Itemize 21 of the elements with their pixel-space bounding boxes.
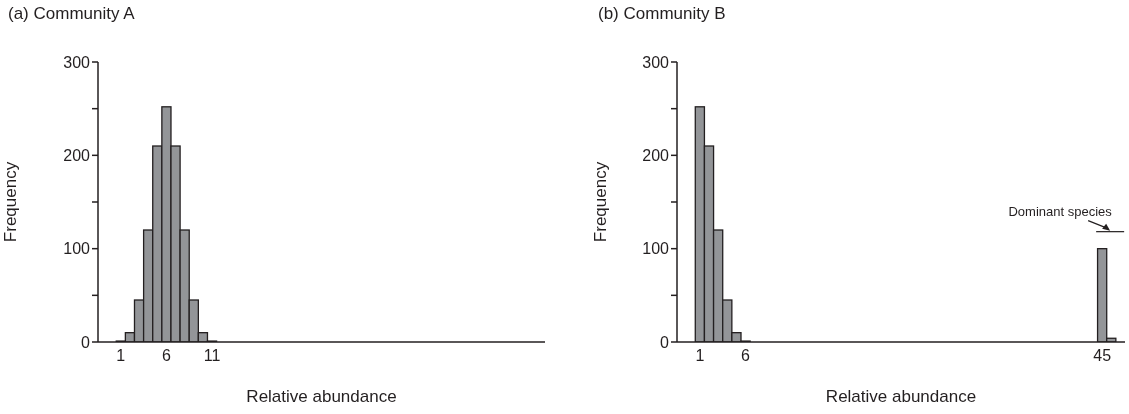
- y-tick-label: 300: [642, 53, 670, 71]
- y-tick-label: 0: [81, 333, 91, 351]
- x-axis-title: Relative abundance: [246, 387, 397, 406]
- y-tick-label: 200: [642, 147, 670, 165]
- chart-title: (b) Community B: [598, 4, 726, 24]
- x-tick-label: 45: [1093, 347, 1112, 365]
- x-tick-label: 1: [695, 347, 705, 365]
- y-tick-label: 100: [642, 240, 670, 258]
- chart-title: (a) Community A: [8, 4, 135, 24]
- annotation: Dominant species: [1008, 203, 1113, 219]
- y-tick-label: 100: [63, 240, 91, 258]
- y-axis-title: Frequency: [1, 161, 21, 243]
- x-tick-label: 1: [116, 347, 126, 365]
- y-tick-label: 0: [660, 333, 670, 351]
- x-tick-label: 6: [161, 347, 171, 365]
- y-tick-label: 300: [63, 53, 91, 71]
- x-axis-title: Relative abundance: [825, 387, 977, 406]
- x-tick-label: 11: [203, 347, 221, 365]
- y-axis-title: Frequency: [591, 161, 611, 243]
- y-tick-label: 200: [63, 147, 91, 165]
- x-tick-label: 6: [741, 347, 751, 365]
